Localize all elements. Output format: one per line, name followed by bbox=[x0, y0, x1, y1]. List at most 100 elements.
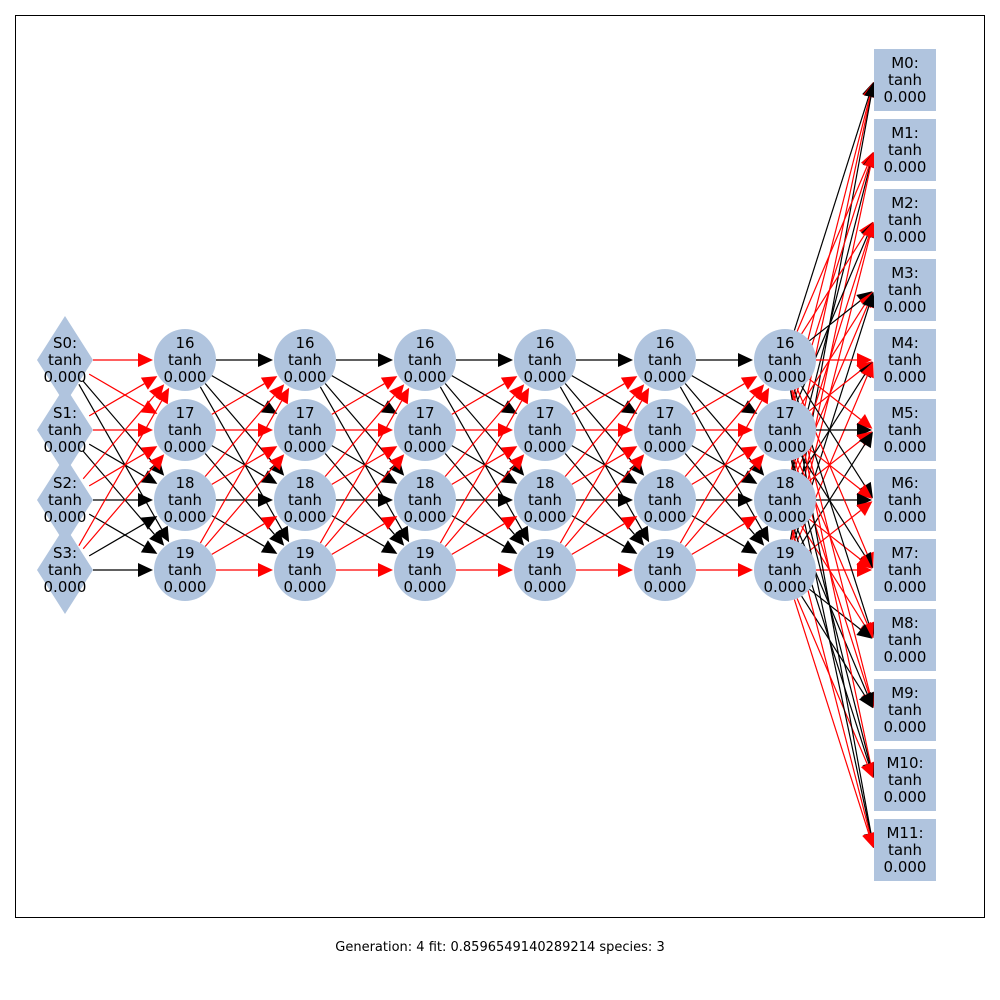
sensor-node-S1-label-line-2: 0.000 bbox=[44, 438, 87, 456]
edge-hidden-0-9 bbox=[211, 446, 278, 485]
edge-hidden-4-6-head bbox=[740, 470, 758, 484]
edge-input-14 bbox=[88, 516, 158, 557]
edge-hidden-4-11-line bbox=[691, 515, 745, 547]
edge-hidden-1-14-line bbox=[331, 523, 385, 555]
edge-hidden-3-13 bbox=[564, 454, 645, 547]
edge-hidden-2-4-head bbox=[500, 376, 518, 390]
hidden-node-0-18-label: 18 tanh 0.000 bbox=[164, 474, 207, 526]
edge-hidden-4-1-line bbox=[691, 375, 745, 407]
hidden-node-0-16-label-line-1: tanh bbox=[168, 351, 202, 369]
edge-input-12 bbox=[78, 387, 170, 546]
sensor-node-S3-label-line-2: 0.000 bbox=[44, 578, 87, 596]
sensor-node-S2-label: S2: tanh 0.000 bbox=[44, 474, 87, 526]
motor-node-M8-label: M8: tanh 0.000 bbox=[884, 614, 927, 666]
edge-hidden-0-1-line bbox=[211, 375, 265, 407]
edge-hidden-3-1-line bbox=[571, 375, 625, 407]
hidden-node-2-17-label-line-2: 0.000 bbox=[404, 438, 447, 456]
edge-output-9-3 bbox=[801, 595, 873, 709]
edge-hidden-0-3-line bbox=[199, 386, 283, 530]
edge-output-4-2-line bbox=[801, 374, 866, 475]
sensor-node-S1 bbox=[37, 386, 93, 474]
hidden-node-1-18-label-line-2: 0.000 bbox=[284, 508, 327, 526]
edge-hidden-4-8-line bbox=[684, 395, 755, 477]
motor-node-M2-label-line-2: 0.000 bbox=[884, 228, 927, 246]
hidden-node-3-19 bbox=[514, 539, 576, 601]
hidden-node-2-18-label-line-1: tanh bbox=[408, 491, 442, 509]
edge-input-9 bbox=[88, 446, 158, 487]
motor-node-M10-label: M10: tanh 0.000 bbox=[884, 754, 927, 806]
hidden-node-2-16-label-line-0: 16 bbox=[415, 334, 434, 352]
edge-hidden-0-3-head bbox=[275, 525, 290, 543]
hidden-node-3-19-label-line-1: tanh bbox=[528, 561, 562, 579]
edge-input-4-line bbox=[88, 383, 145, 417]
edge-hidden-1-6-line bbox=[331, 445, 385, 477]
edge-input-1 bbox=[88, 373, 158, 414]
hidden-node-5-16-label-line-2: 0.000 bbox=[764, 368, 807, 386]
hidden-node-4-18-label-line-0: 18 bbox=[655, 474, 674, 492]
edge-hidden-0-10-head bbox=[258, 493, 273, 507]
hidden-node-5-19-label: 19 tanh 0.000 bbox=[764, 544, 807, 596]
hidden-node-0-17-label-line-2: 0.000 bbox=[164, 438, 207, 456]
hidden-node-4-19-label-line-1: tanh bbox=[648, 561, 682, 579]
edge-output-4-3-head bbox=[860, 361, 874, 379]
edge-hidden-3-4-line bbox=[571, 383, 625, 415]
edge-hidden-3-8-line bbox=[564, 395, 635, 477]
motor-node-M0-label-line-1: tanh bbox=[888, 71, 922, 89]
edge-hidden-1-4-line bbox=[331, 383, 385, 415]
edge-input-3-line bbox=[78, 384, 163, 530]
edge-hidden-1-1-line bbox=[331, 375, 385, 407]
motor-node-M11-label-line-2: 0.000 bbox=[884, 858, 927, 876]
edge-hidden-0-15 bbox=[216, 563, 273, 577]
edge-output-4-0-head bbox=[857, 353, 872, 367]
edge-hidden-1-6 bbox=[331, 445, 398, 484]
edge-hidden-1-11-head bbox=[380, 540, 398, 554]
hidden-node-2-18-label: 18 tanh 0.000 bbox=[404, 474, 447, 526]
edge-hidden-4-6 bbox=[691, 445, 758, 484]
edge-hidden-2-15 bbox=[456, 563, 513, 577]
edge-output-6-0-line bbox=[801, 385, 866, 486]
hidden-node-5-18-label: 18 tanh 0.000 bbox=[764, 474, 807, 526]
sensor-node-S1-label: S1: tanh 0.000 bbox=[44, 404, 87, 456]
edge-hidden-2-4-line bbox=[451, 383, 505, 415]
hidden-node-5-16-label-line-0: 16 bbox=[775, 334, 794, 352]
edge-hidden-0-12 bbox=[199, 387, 290, 544]
sensor-node-S1-label-line-1: tanh bbox=[48, 421, 82, 439]
hidden-node-1-17-label: 17 tanh 0.000 bbox=[284, 404, 327, 456]
edge-hidden-4-12 bbox=[679, 387, 770, 544]
motor-node-M5-label-line-0: M5: bbox=[891, 404, 919, 422]
hidden-node-2-19-label: 19 tanh 0.000 bbox=[404, 544, 447, 596]
sensor-node-S0 bbox=[37, 316, 93, 404]
edge-hidden-0-13 bbox=[204, 454, 285, 547]
sensor-node-S2-label-line-0: S2: bbox=[53, 474, 77, 492]
edge-hidden-1-14-head bbox=[380, 516, 398, 530]
edge-hidden-4-15-head bbox=[738, 563, 753, 577]
edge-hidden-1-4 bbox=[331, 376, 398, 415]
edge-hidden-1-12 bbox=[319, 387, 410, 544]
hidden-node-4-16 bbox=[634, 329, 696, 391]
edge-input-9-line bbox=[88, 453, 145, 487]
edge-hidden-0-14-head bbox=[260, 516, 278, 530]
edge-hidden-2-14 bbox=[451, 516, 518, 555]
sensor-node-S3-label-line-1: tanh bbox=[48, 561, 82, 579]
edge-hidden-4-11 bbox=[691, 515, 758, 554]
edge-hidden-2-7-head bbox=[509, 529, 525, 546]
hidden-node-5-19-label-line-1: tanh bbox=[768, 561, 802, 579]
edge-hidden-1-3 bbox=[319, 386, 410, 543]
hidden-node-2-17-label: 17 tanh 0.000 bbox=[404, 404, 447, 456]
hidden-node-1-19-label-line-0: 19 bbox=[295, 544, 314, 562]
motor-node-M6-label-line-1: tanh bbox=[888, 491, 922, 509]
hidden-node-4-16-label-line-2: 0.000 bbox=[644, 368, 687, 386]
hidden-node-2-18 bbox=[394, 469, 456, 531]
edge-hidden-2-15-head bbox=[498, 563, 513, 577]
edge-output-3-3-head bbox=[862, 291, 876, 309]
motor-node-M1 bbox=[874, 119, 936, 181]
hidden-node-1-17 bbox=[274, 399, 336, 461]
edge-hidden-4-1 bbox=[691, 375, 758, 414]
edge-hidden-2-4 bbox=[451, 376, 518, 415]
hidden-node-5-18-label-line-2: 0.000 bbox=[764, 508, 807, 526]
hidden-node-5-17 bbox=[754, 399, 816, 461]
edge-output-5-3-line bbox=[801, 444, 866, 545]
edge-hidden-3-6-line bbox=[571, 445, 625, 477]
edge-hidden-4-0-head bbox=[738, 353, 753, 367]
hidden-node-3-16-label-line-1: tanh bbox=[528, 351, 562, 369]
